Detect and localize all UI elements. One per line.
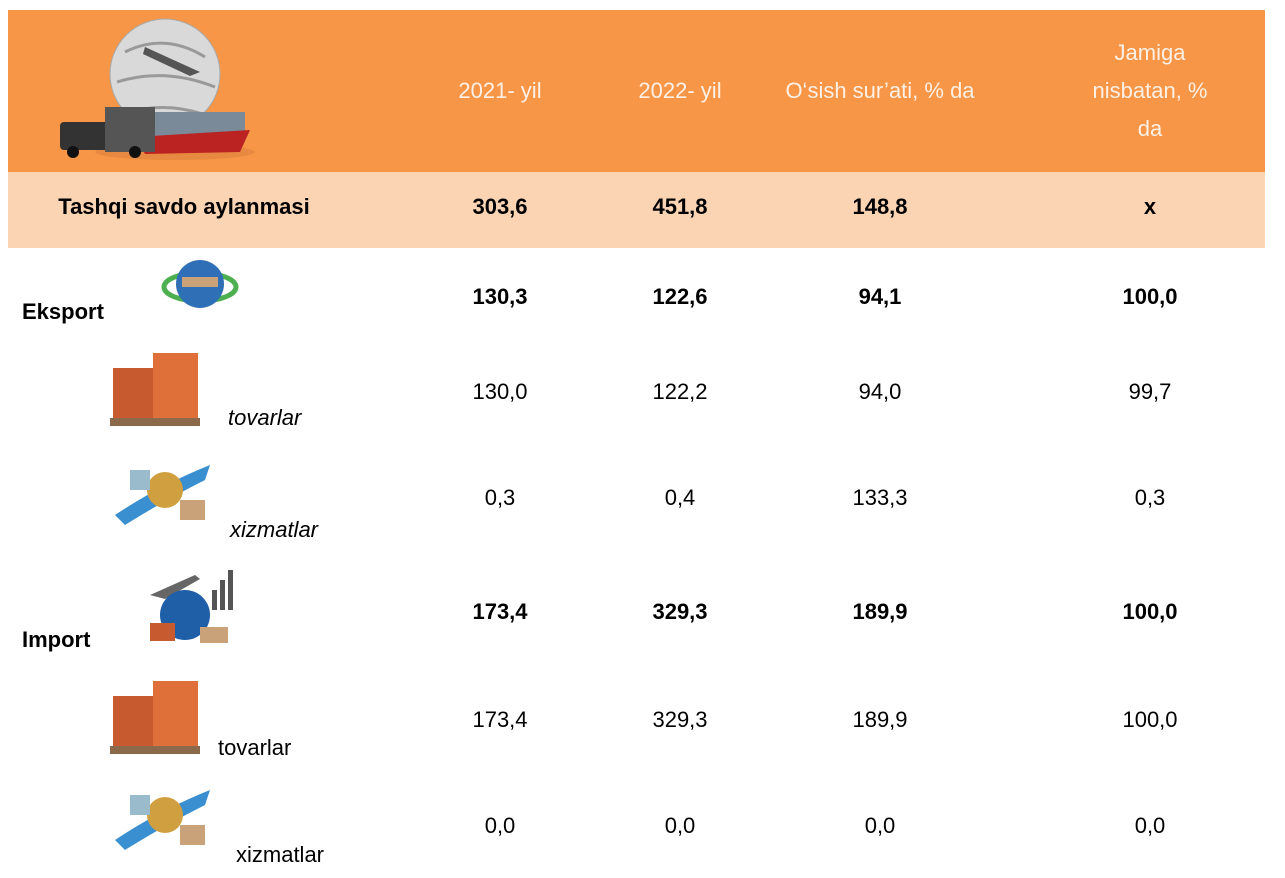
- cell: 329,3: [652, 599, 708, 624]
- cell: 0,3: [1134, 485, 1166, 510]
- row-label: Import: [22, 627, 91, 652]
- cell: x: [1143, 194, 1157, 219]
- cell: 133,3: [852, 485, 908, 510]
- column-header: O‘sish sur’ati, % da: [785, 78, 975, 103]
- total-row: [8, 172, 1265, 248]
- services-icon: [115, 790, 210, 850]
- cell: 173,4: [472, 599, 528, 624]
- row-label: Eksport: [22, 299, 104, 324]
- trade-illustration: [60, 18, 255, 160]
- services-icon: [115, 465, 210, 525]
- cell: 99,7: [1128, 379, 1172, 404]
- cell: 122,2: [652, 379, 708, 404]
- cell: 451,8: [652, 194, 708, 219]
- column-header: 2022- yil: [638, 78, 722, 103]
- export-icon: [161, 260, 239, 308]
- cell: 122,6: [652, 284, 708, 309]
- cell: 189,9: [852, 707, 908, 732]
- boxes-icon: [110, 353, 200, 426]
- cell: 100,0: [1122, 599, 1178, 624]
- cell: 329,3: [652, 707, 708, 732]
- cell: 100,0: [1122, 707, 1178, 732]
- row-label: Tashqi savdo aylanmasi: [58, 194, 310, 219]
- cell: 130,3: [472, 284, 528, 309]
- row-label: xizmatlar: [230, 517, 319, 542]
- cell: 148,8: [852, 194, 908, 219]
- cell: 189,9: [852, 599, 908, 624]
- row-label: xizmatlar: [236, 842, 325, 867]
- cell: 100,0: [1122, 284, 1178, 309]
- column-header: 2021- yil: [458, 78, 542, 103]
- cell: 94,0: [858, 379, 902, 404]
- cell: 0,0: [864, 813, 896, 838]
- cell: 0,0: [1134, 813, 1166, 838]
- cell: 173,4: [472, 707, 528, 732]
- cell: 0,4: [664, 485, 696, 510]
- cell: 130,0: [472, 379, 528, 404]
- row-label: tovarlar: [228, 405, 302, 430]
- cell: 94,1: [858, 284, 902, 309]
- row-label: tovarlar: [218, 735, 292, 760]
- cell: 0,0: [484, 813, 516, 838]
- boxes-icon: [110, 681, 200, 754]
- cell: 303,6: [472, 194, 528, 219]
- cell: 0,0: [664, 813, 696, 838]
- column-header: Jamiga nisbatan, % da: [1092, 40, 1208, 141]
- import-icon: [150, 570, 233, 643]
- cell: 0,3: [484, 485, 516, 510]
